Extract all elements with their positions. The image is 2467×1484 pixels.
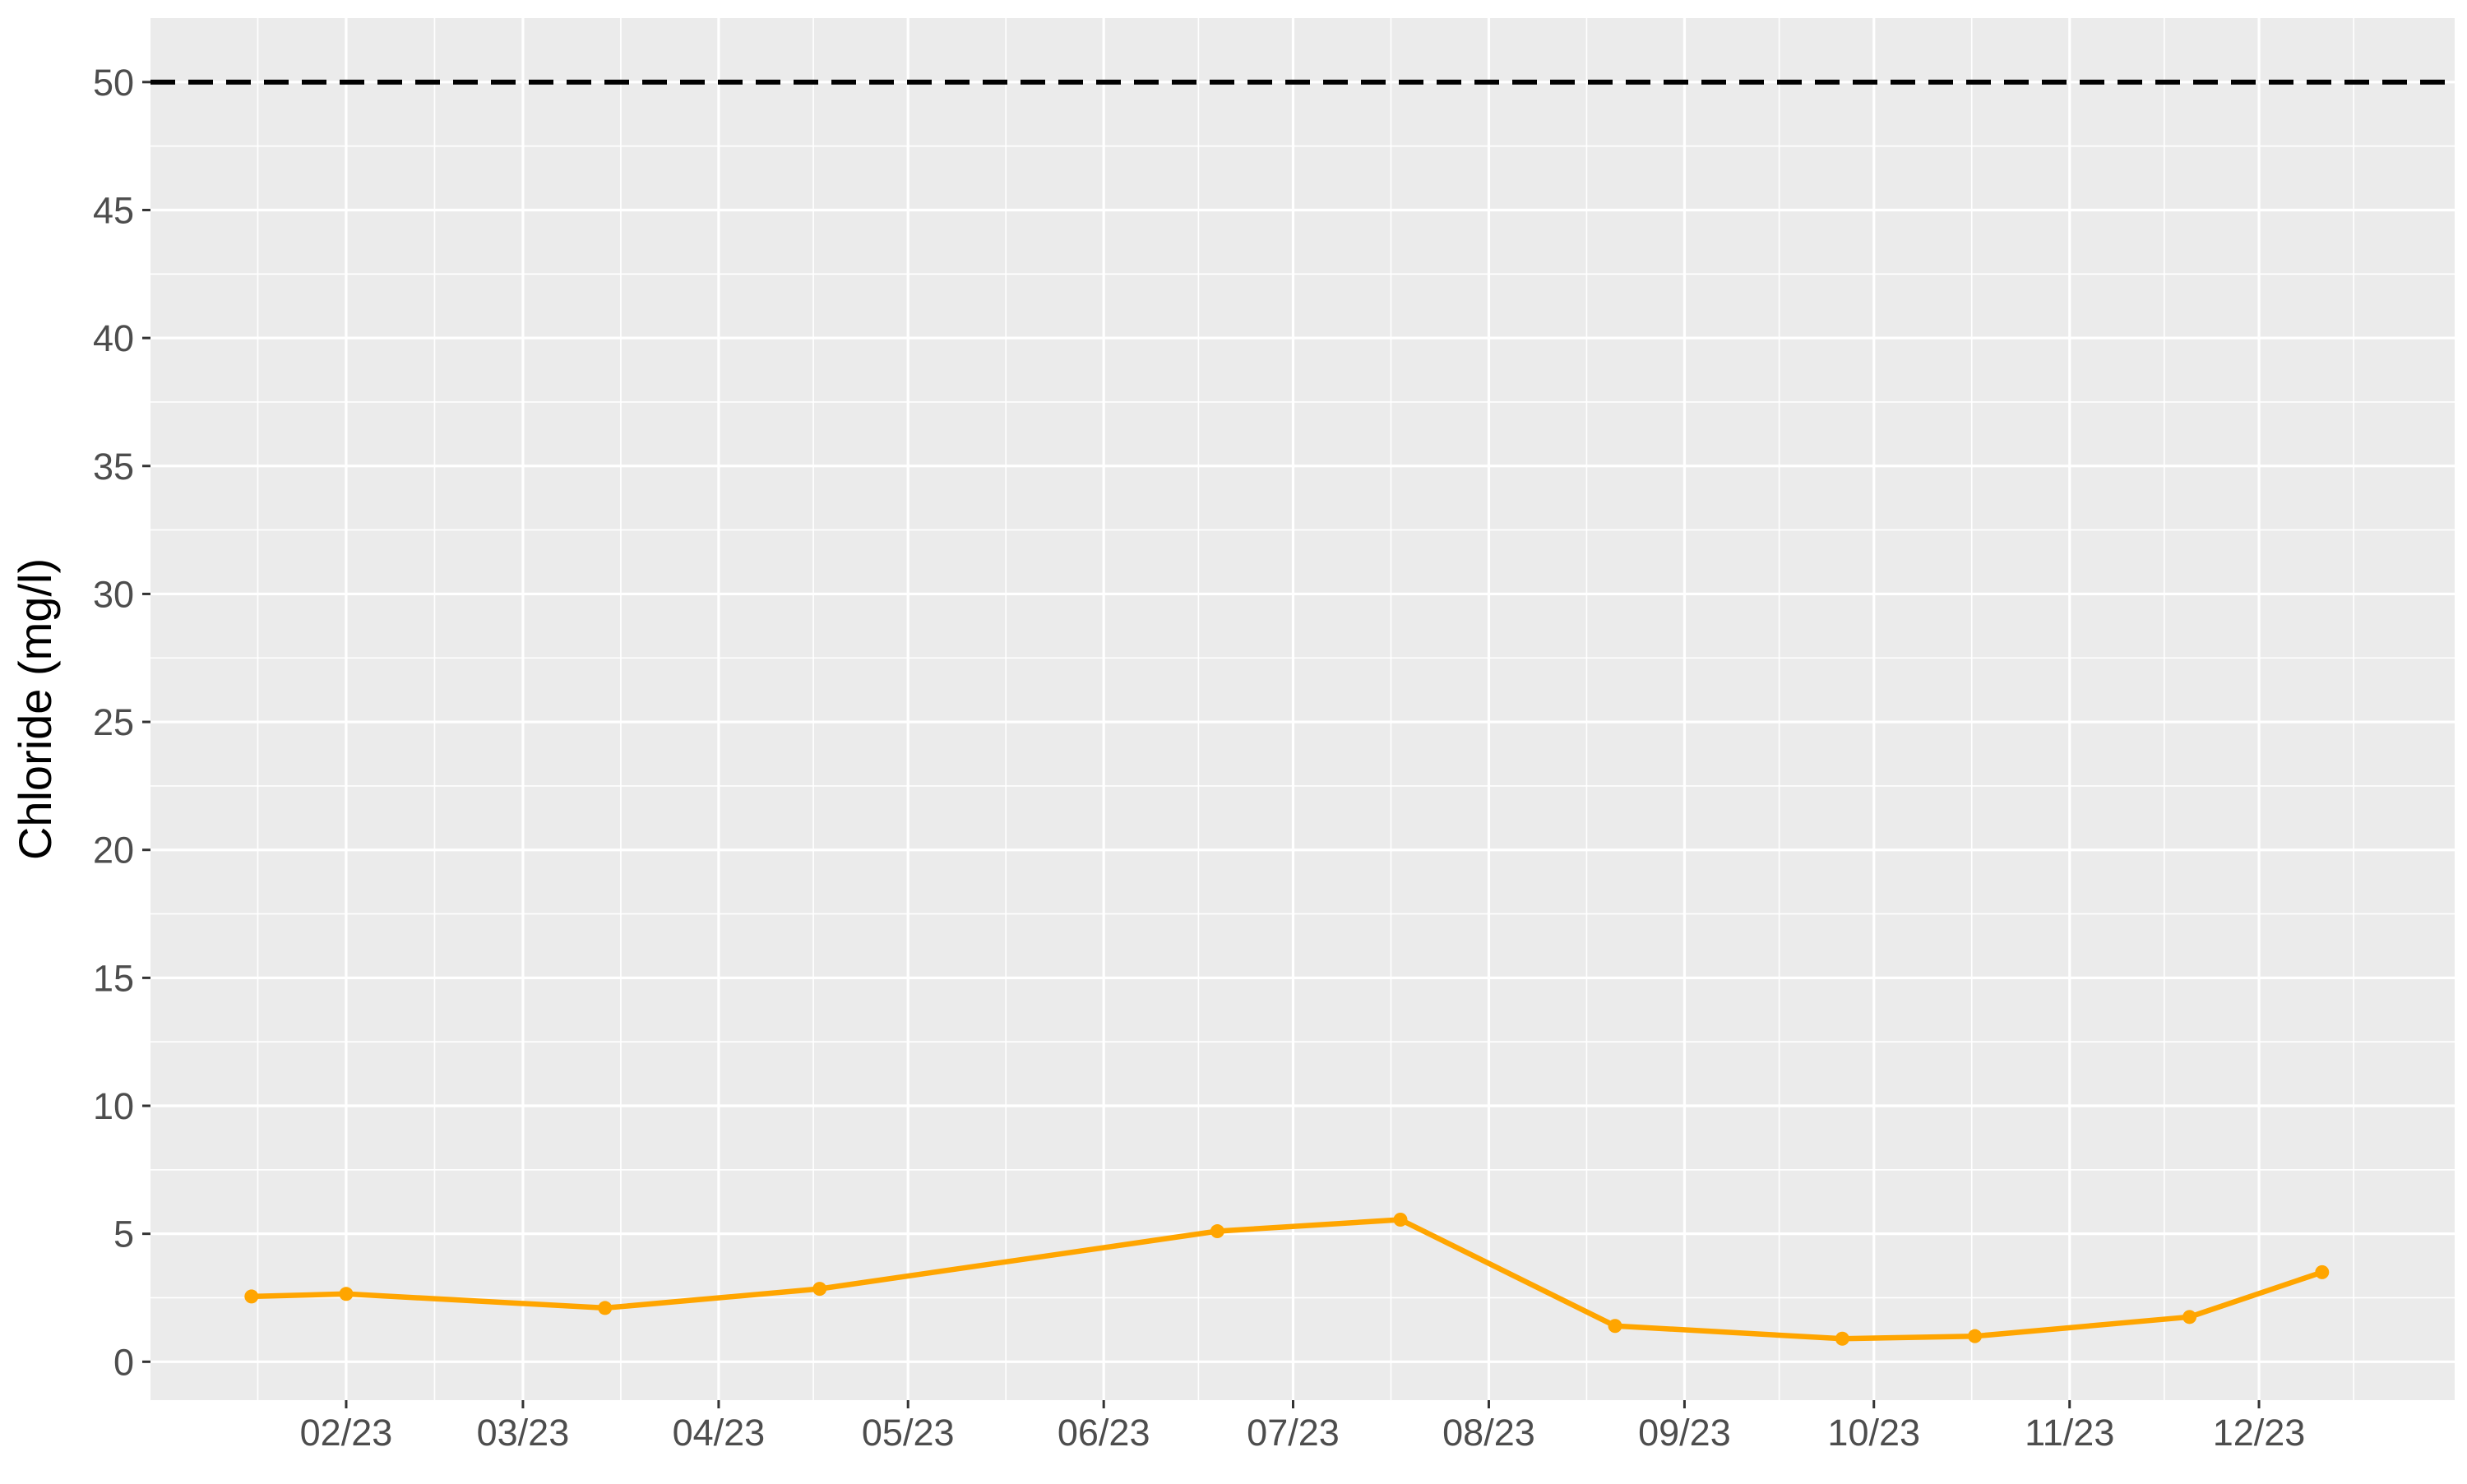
x-tick-label: 10/23 — [1827, 1412, 1920, 1454]
x-tick-label: 08/23 — [1442, 1412, 1535, 1454]
data-point — [2182, 1310, 2197, 1325]
y-tick-label: 10 — [93, 1085, 134, 1127]
x-tick-label: 05/23 — [862, 1412, 955, 1454]
data-point — [244, 1289, 259, 1304]
grid-minor-x — [257, 18, 2354, 1400]
y-tick-label: 35 — [93, 446, 134, 488]
x-tick-label: 06/23 — [1058, 1412, 1150, 1454]
data-point — [1968, 1329, 1983, 1343]
data-point — [1608, 1319, 1622, 1334]
data-point — [598, 1301, 613, 1315]
data-point — [1210, 1224, 1224, 1239]
x-axis-ticks: 02/23 03/23 04/23 05/23 06/23 07/23 08/23 09/23… — [300, 1400, 2306, 1454]
x-tick-label: 09/23 — [1638, 1412, 1731, 1454]
y-axis-title: Chloride (mg/l) — [9, 558, 61, 860]
y-tick-label: 0 — [113, 1341, 134, 1383]
plot-panel — [150, 18, 2455, 1400]
y-tick-label: 15 — [93, 957, 134, 999]
y-axis-ticks: 0 5 10 15 20 25 30 35 40 45 50 — [93, 62, 150, 1383]
data-point — [2315, 1264, 2330, 1279]
data-point — [1393, 1213, 1408, 1227]
x-tick-label: 07/23 — [1247, 1412, 1340, 1454]
y-tick-label: 45 — [93, 189, 134, 231]
x-tick-label: 12/23 — [2213, 1412, 2306, 1454]
y-tick-label: 50 — [93, 62, 134, 104]
x-tick-label: 11/23 — [2025, 1412, 2114, 1454]
x-tick-label: 03/23 — [477, 1412, 570, 1454]
y-tick-label: 5 — [113, 1214, 134, 1255]
y-tick-label: 40 — [93, 317, 134, 359]
data-point — [339, 1287, 354, 1301]
y-tick-label: 25 — [93, 701, 134, 743]
data-points — [244, 1213, 2330, 1346]
y-tick-label: 30 — [93, 573, 134, 615]
data-point — [812, 1282, 827, 1297]
x-tick-label: 04/23 — [673, 1412, 766, 1454]
y-tick-label: 20 — [93, 830, 134, 871]
x-tick-label: 02/23 — [300, 1412, 393, 1454]
grid-major-x — [345, 18, 2261, 1400]
data-point — [1835, 1331, 1849, 1346]
